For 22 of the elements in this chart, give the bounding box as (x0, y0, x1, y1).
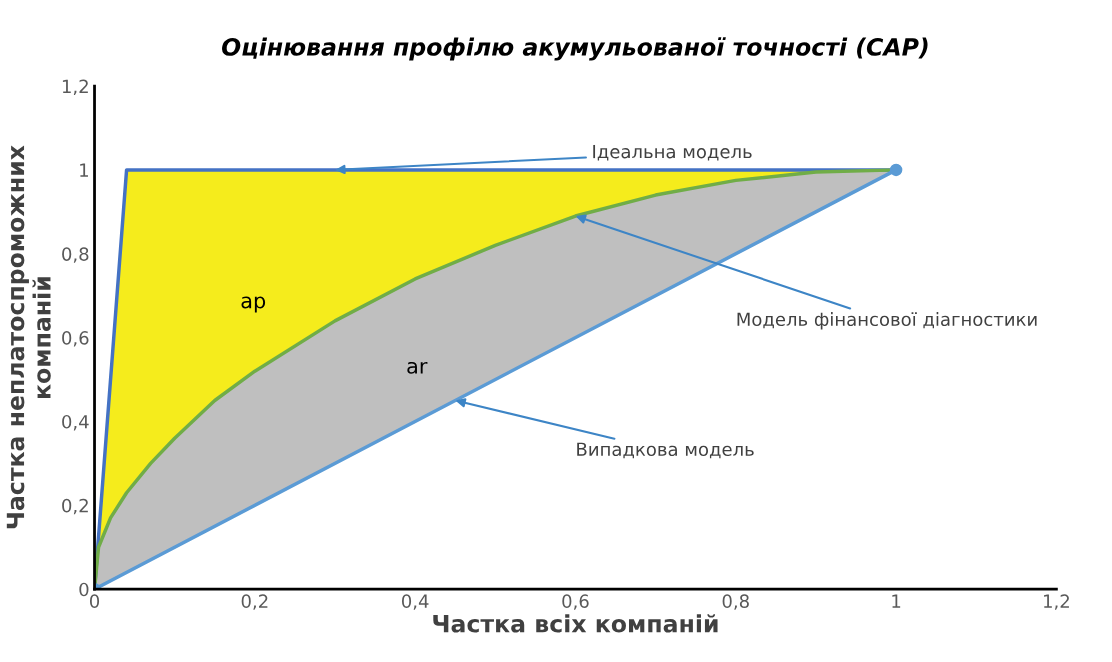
y-tick-label: 1,2 (62, 79, 88, 96)
y-axis-title: Частка неплатоспроможних компаній (6, 145, 51, 529)
y-tick-label: 1 (80, 163, 88, 177)
x-tick-label: 0,4 (401, 594, 429, 610)
annotation: ap (241, 296, 266, 313)
chart-title: Оцінювання профілю акумульованої точності (CAP) (222, 37, 928, 61)
y-tick-label: 0 (79, 582, 89, 597)
x-tick-label: 1,2 (1044, 594, 1069, 610)
annotation: Модель фінансової діагностики (737, 312, 1037, 330)
x-axis-title: Частка всіх компаній (433, 614, 718, 633)
annotation: Випадкова модель (577, 442, 754, 459)
y-tick-label: 0,2 (62, 498, 88, 515)
annotation: Ідеальна модель (593, 144, 752, 161)
x-tick-label: 0 (89, 594, 100, 609)
y-tick-label: 0,4 (62, 414, 89, 431)
x-tick-label: 0,6 (562, 594, 589, 610)
y-tick-label: 0,6 (62, 331, 89, 347)
y-tick-label: 0,8 (62, 247, 89, 263)
annotation: ar (407, 361, 428, 374)
x-tick-label: 1 (892, 594, 901, 608)
x-tick-label: 0,8 (722, 594, 749, 610)
x-tick-label: 0,2 (241, 594, 268, 610)
